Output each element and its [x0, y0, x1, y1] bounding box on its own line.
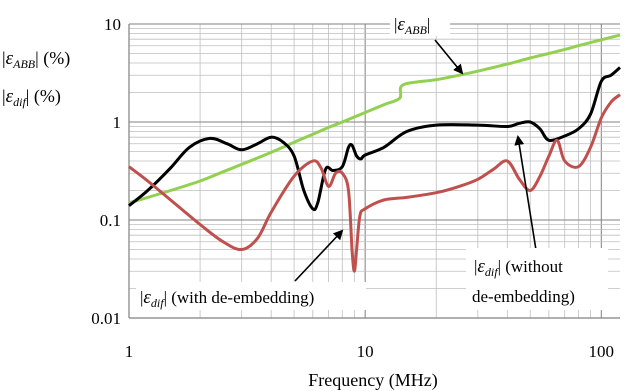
- annotation-without-de-embedding-line2: de-embedding): [472, 287, 575, 306]
- label-box-abb: [390, 8, 450, 36]
- annotations: |εABB| |εdif| (with de-embedding) |εdif|…: [136, 8, 608, 310]
- series-line-0: [128, 33, 621, 205]
- label-box-without: [466, 248, 608, 310]
- annotation-without-de-embedding-line1: |εdif| (without: [474, 256, 563, 279]
- annotation-abb: |εABB|: [394, 14, 430, 37]
- annotation-with-de-embedding: |εdif| (with de-embedding): [140, 287, 314, 310]
- x-axis-label: Frequency (MHz): [308, 370, 437, 391]
- series-line-1: [128, 66, 621, 212]
- axis-text: |εABB| (%) |εdif| (%) Frequency (MHz): [2, 48, 438, 391]
- y-axis-label-dif: |εdif| (%): [2, 86, 61, 109]
- y-tick-label: 0.1: [100, 211, 121, 230]
- series-layer: [128, 33, 621, 273]
- y-tick-label: 0.01: [91, 309, 121, 328]
- x-tick-label: 100: [589, 342, 615, 361]
- label-box-with: [136, 282, 366, 310]
- arrow-without-de-embedding: [514, 135, 537, 251]
- y-tick-label: 10: [104, 15, 121, 34]
- y-tick-label: 1: [113, 113, 122, 132]
- tick-labels: 1 10 100 0.01 0.1 1 10: [91, 15, 614, 361]
- series-line-2: [128, 93, 621, 273]
- x-tick-label: 10: [357, 342, 374, 361]
- x-tick-label: 1: [125, 342, 134, 361]
- arrow-abb: [434, 39, 464, 75]
- arrow-with-de-embedding: [294, 229, 344, 282]
- y-axis-label-abb: |εABB| (%): [2, 48, 70, 71]
